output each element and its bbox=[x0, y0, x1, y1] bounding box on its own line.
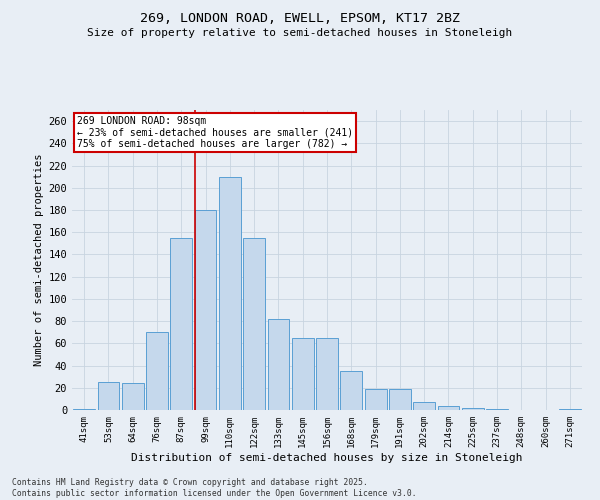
Bar bbox=[559, 409, 581, 410]
Bar bbox=[73, 409, 95, 410]
Bar bbox=[122, 384, 143, 410]
Bar bbox=[170, 238, 192, 410]
Bar bbox=[437, 406, 460, 410]
Bar bbox=[243, 238, 265, 410]
Text: 269 LONDON ROAD: 98sqm
← 23% of semi-detached houses are smaller (241)
75% of se: 269 LONDON ROAD: 98sqm ← 23% of semi-det… bbox=[77, 116, 353, 149]
Bar bbox=[340, 371, 362, 410]
Bar bbox=[316, 338, 338, 410]
Text: Size of property relative to semi-detached houses in Stoneleigh: Size of property relative to semi-detach… bbox=[88, 28, 512, 38]
Bar bbox=[292, 338, 314, 410]
Y-axis label: Number of semi-detached properties: Number of semi-detached properties bbox=[34, 154, 44, 366]
Bar bbox=[462, 408, 484, 410]
Text: Contains HM Land Registry data © Crown copyright and database right 2025.
Contai: Contains HM Land Registry data © Crown c… bbox=[12, 478, 416, 498]
Bar bbox=[486, 409, 508, 410]
Bar bbox=[194, 210, 217, 410]
Bar bbox=[365, 389, 386, 410]
Text: 269, LONDON ROAD, EWELL, EPSOM, KT17 2BZ: 269, LONDON ROAD, EWELL, EPSOM, KT17 2BZ bbox=[140, 12, 460, 26]
Bar bbox=[97, 382, 119, 410]
Bar bbox=[389, 389, 411, 410]
X-axis label: Distribution of semi-detached houses by size in Stoneleigh: Distribution of semi-detached houses by … bbox=[131, 452, 523, 462]
Bar bbox=[268, 319, 289, 410]
Bar bbox=[146, 332, 168, 410]
Bar bbox=[219, 176, 241, 410]
Bar bbox=[413, 402, 435, 410]
